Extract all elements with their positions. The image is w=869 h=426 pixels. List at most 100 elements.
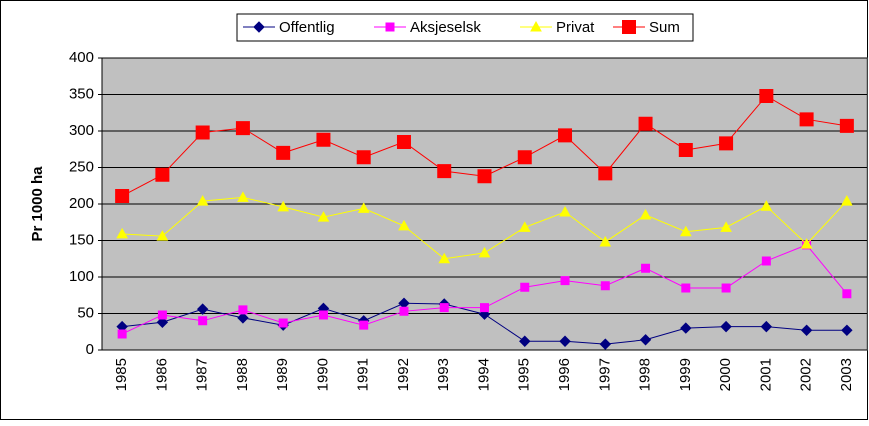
data-point bbox=[839, 118, 854, 133]
data-point bbox=[760, 320, 773, 333]
x-tick-label: 1998 bbox=[637, 358, 654, 391]
data-point bbox=[680, 322, 692, 334]
data-point bbox=[719, 136, 734, 151]
data-point bbox=[759, 88, 774, 103]
data-point bbox=[720, 221, 732, 232]
data-point bbox=[598, 166, 613, 181]
x-tick-label: 1992 bbox=[395, 358, 412, 391]
x-tick-label: 1988 bbox=[234, 358, 251, 391]
x-tick-label: 2003 bbox=[838, 358, 855, 391]
data-point bbox=[679, 225, 692, 237]
data-point bbox=[317, 211, 330, 222]
data-point bbox=[559, 335, 571, 347]
data-point bbox=[517, 150, 532, 165]
data-point bbox=[156, 230, 169, 241]
data-point bbox=[196, 303, 209, 315]
x-tick-label: 1989 bbox=[274, 358, 291, 391]
data-point bbox=[237, 312, 249, 324]
data-point bbox=[237, 191, 249, 202]
data-point bbox=[841, 195, 853, 206]
data-point bbox=[196, 195, 209, 206]
data-point bbox=[639, 334, 652, 346]
data-point bbox=[480, 303, 489, 313]
y-tick-label: 400 bbox=[69, 49, 94, 66]
data-point bbox=[760, 200, 773, 211]
legend-label: Privat bbox=[556, 19, 595, 36]
data-point bbox=[799, 112, 814, 127]
data-point bbox=[478, 246, 491, 258]
data-point bbox=[560, 276, 570, 286]
data-point bbox=[318, 310, 328, 320]
legend-marker bbox=[253, 21, 265, 33]
data-point bbox=[599, 338, 611, 350]
data-point bbox=[599, 235, 612, 247]
data-point bbox=[116, 227, 128, 239]
legend-marker bbox=[385, 22, 395, 32]
data-point bbox=[396, 134, 411, 149]
x-tick-label: 2000 bbox=[717, 358, 734, 391]
x-tick-label: 1994 bbox=[475, 358, 492, 391]
legend-marker bbox=[622, 20, 636, 34]
data-point bbox=[800, 324, 813, 336]
data-point bbox=[842, 289, 852, 299]
data-point bbox=[681, 283, 691, 293]
data-point bbox=[195, 125, 210, 140]
data-point bbox=[155, 167, 170, 182]
data-point bbox=[559, 206, 571, 217]
data-point bbox=[678, 142, 693, 157]
data-point bbox=[276, 145, 291, 160]
x-tick-label: 1995 bbox=[516, 358, 533, 391]
data-point bbox=[600, 281, 610, 291]
data-point bbox=[518, 221, 531, 232]
data-point bbox=[238, 305, 248, 315]
y-tick-label: 150 bbox=[69, 231, 94, 248]
legend-label: Sum bbox=[649, 19, 680, 36]
x-tick-label: 1985 bbox=[113, 358, 130, 391]
data-point bbox=[359, 320, 369, 330]
data-point bbox=[278, 318, 288, 328]
data-point bbox=[117, 329, 127, 339]
data-point bbox=[800, 238, 813, 249]
data-point bbox=[398, 219, 410, 231]
data-point bbox=[316, 132, 331, 147]
data-point bbox=[115, 188, 130, 203]
data-point bbox=[721, 283, 731, 293]
legend-label: Offentlig bbox=[279, 19, 335, 36]
data-point bbox=[720, 320, 732, 333]
x-tick-label: 1991 bbox=[355, 358, 372, 391]
y-tick-label: 300 bbox=[69, 122, 94, 139]
data-point bbox=[277, 200, 290, 212]
data-point bbox=[520, 282, 530, 292]
y-tick-label: 0 bbox=[86, 341, 94, 358]
data-point bbox=[519, 335, 531, 347]
x-tick-label: 2002 bbox=[798, 358, 815, 391]
data-point bbox=[438, 252, 451, 264]
y-axis-label: Pr 1000 ha bbox=[29, 166, 46, 242]
data-point bbox=[156, 316, 169, 328]
x-tick-label: 1990 bbox=[314, 358, 331, 391]
x-tick-label: 1986 bbox=[153, 358, 170, 391]
x-tick-label: 1996 bbox=[556, 358, 573, 391]
data-point bbox=[357, 202, 370, 213]
y-tick-label: 250 bbox=[69, 158, 94, 175]
data-point bbox=[439, 303, 449, 313]
data-point bbox=[639, 208, 652, 220]
y-tick-label: 50 bbox=[77, 304, 94, 321]
legend-label: Aksjeselsk bbox=[410, 19, 481, 36]
x-tick-label: 2001 bbox=[757, 358, 774, 391]
data-point bbox=[477, 169, 492, 184]
data-point bbox=[235, 121, 250, 136]
data-point bbox=[399, 306, 409, 316]
data-point bbox=[157, 310, 167, 320]
x-tick-label: 1997 bbox=[596, 358, 613, 391]
data-point bbox=[558, 128, 573, 143]
data-point bbox=[638, 116, 653, 131]
x-tick-label: 1993 bbox=[435, 358, 452, 391]
data-point bbox=[437, 164, 452, 179]
x-tick-label: 1987 bbox=[194, 358, 211, 391]
data-point bbox=[641, 263, 651, 273]
legend-marker bbox=[530, 20, 542, 32]
y-tick-label: 350 bbox=[69, 85, 94, 102]
data-point bbox=[841, 324, 853, 336]
